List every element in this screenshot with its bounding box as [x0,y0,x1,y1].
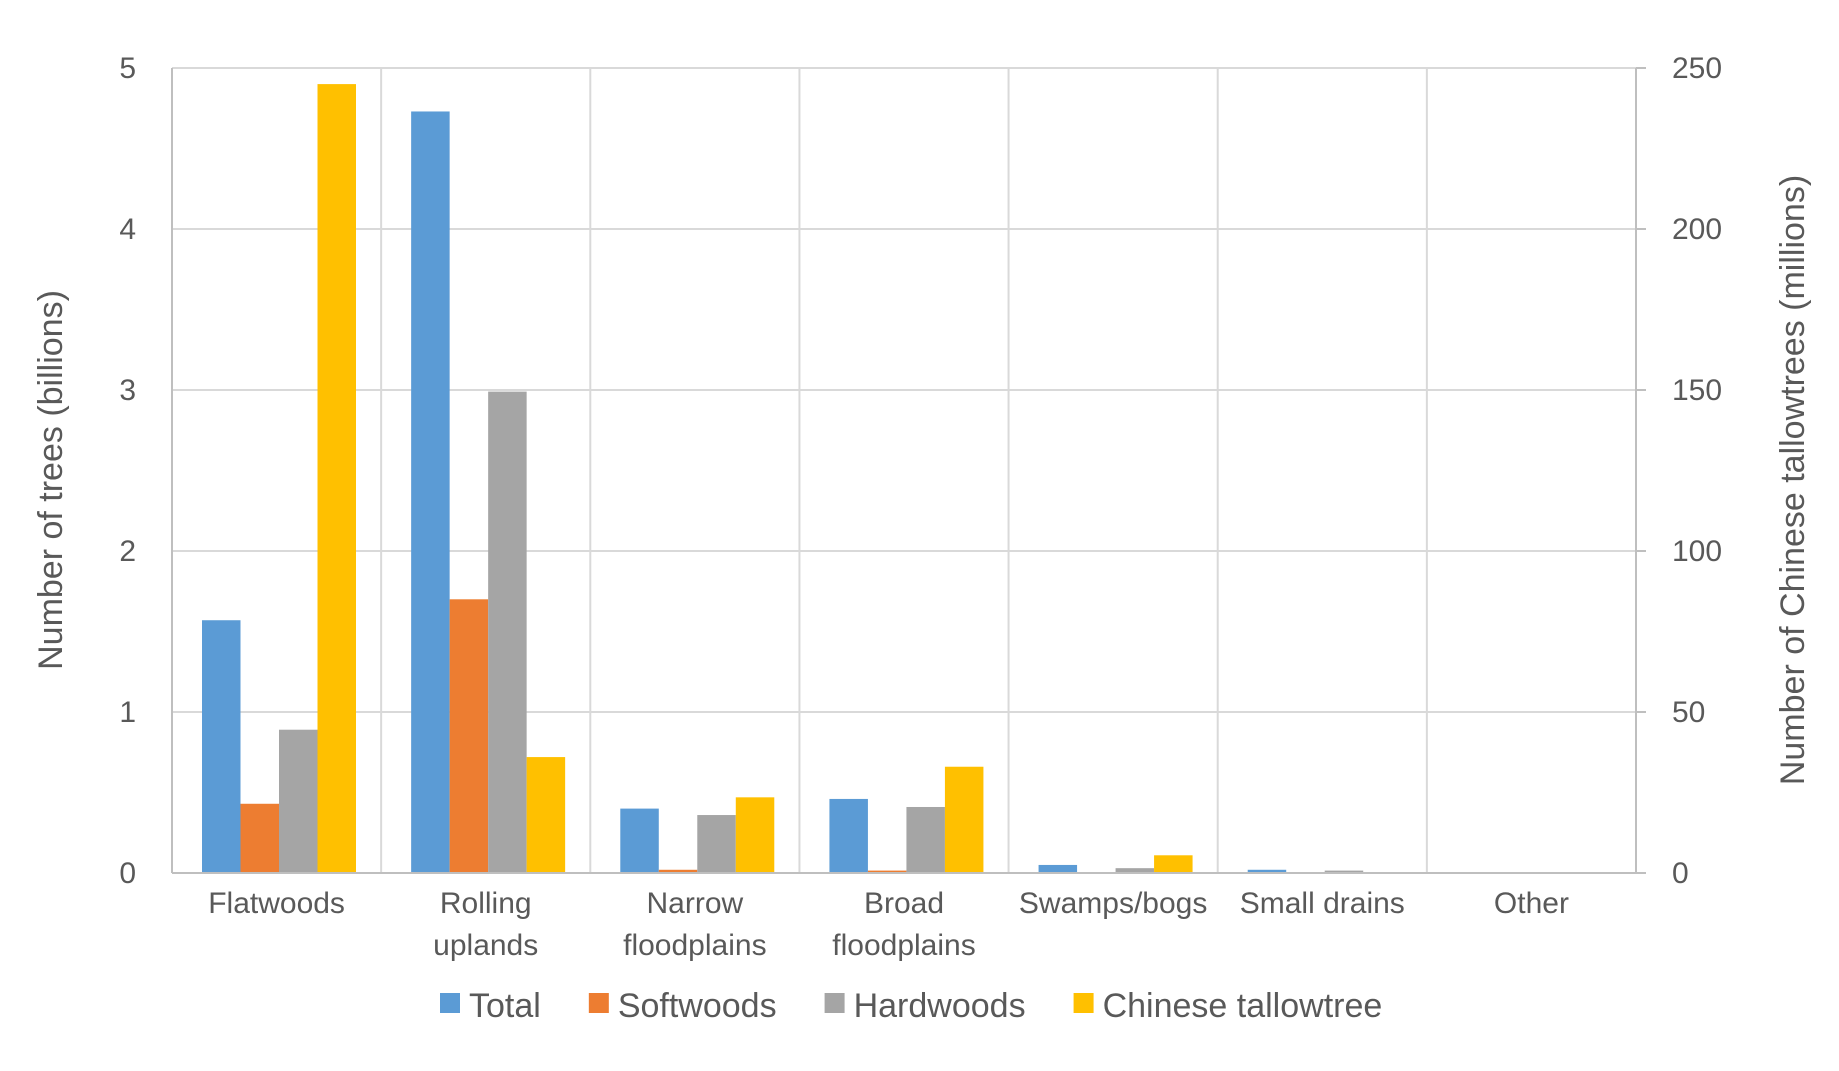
legend-label: Total [469,987,541,1025]
axes [171,67,1646,874]
bar-chinese-tallowtree [735,797,775,873]
bar-hardwoods [1324,870,1364,873]
bar-chinese-tallowtree [944,766,984,873]
category-label-line: floodplains [623,929,766,962]
right-axis-tick-label: 0 [1672,857,1689,890]
category-label-line: Flatwoods [208,887,345,920]
legend-item: Hardwoods [824,987,1026,1025]
legend-label: Chinese tallowtree [1103,987,1383,1025]
bar-hardwoods [488,391,527,873]
category-label-line: Narrow [647,887,744,920]
right-axis-tick-label: 100 [1672,535,1722,568]
bar-chinese-tallowtree [317,84,356,874]
bar-hardwoods [279,729,318,873]
legend-item: Chinese tallowtree [1073,987,1383,1025]
right-axis-tick-label: 150 [1672,374,1722,407]
bar-hardwoods [1115,868,1155,873]
category-label: Other [1494,887,1569,920]
bar-total [1038,864,1078,873]
legend-swatch [440,993,460,1013]
legend-label: Softwoods [618,987,777,1025]
left-axis-tick-label: 2 [119,535,136,568]
right-axis-tick-label: 50 [1672,696,1705,729]
category-label: Rolling uplands [433,887,538,962]
category-label: Swamps/bogs [1019,887,1207,920]
category-labels: Flatwoods Rolling uplands Narrow floodplains… [208,887,1569,962]
right-axis-tick-label: 200 [1672,213,1722,246]
category-label: Broad floodplains [832,887,975,962]
left-axis-ticks: 0 1 2 3 4 5 [119,52,136,890]
left-axis-tick-label: 4 [119,213,136,246]
bar-total [620,808,659,873]
left-axis-tick-label: 5 [119,52,136,85]
bar-chinese-tallowtree [1154,855,1193,873]
category-label-line: floodplains [832,929,975,962]
secondary-y-axis-title: Number of Chinese tallowtrees (millions) [1774,175,1812,785]
bar-hardwoods [906,806,945,873]
category-label-line: Rolling [440,887,532,920]
legend-item: Softwoods [588,987,777,1025]
legend-swatch [824,993,845,1013]
category-label-line: uplands [433,929,538,962]
bars [202,84,1364,874]
y-axis-title: Number of trees (billions) [32,290,70,670]
category-label-line: Swamps/bogs [1019,887,1207,920]
legend-swatch [588,993,609,1013]
legend: Total Softwoods Hardwoods Chinese tallowtre… [440,987,1382,1025]
bar-total [202,620,241,873]
bar-softwoods [449,599,489,873]
right-axis-tick-label: 250 [1672,52,1722,85]
category-label: Narrow floodplains [623,887,766,962]
left-axis-tick-label: 3 [119,374,136,407]
bar-hardwoods [697,815,736,873]
bar-total [1247,869,1287,873]
category-label: Flatwoods [208,887,345,920]
category-label: Small drains [1240,887,1405,920]
legend-item: Total [440,987,541,1025]
legend-swatch [1073,993,1094,1013]
bar-total [411,111,450,874]
gridlines [172,67,1636,873]
bar-chinese-tallowtree [526,757,566,873]
category-label-line: Small drains [1240,887,1405,920]
bar-softwoods [658,869,698,873]
bar-softwoods [867,870,907,873]
left-axis-tick-label: 0 [119,857,136,890]
left-axis-tick-label: 1 [119,696,136,729]
legend-label: Hardwoods [854,987,1026,1025]
right-axis-ticks: 0 50 100 150 200 250 [1672,52,1722,890]
category-label-line: Broad [864,887,944,920]
category-label-line: Other [1494,887,1569,920]
bar-total [829,798,868,873]
bar-softwoods [240,803,279,873]
